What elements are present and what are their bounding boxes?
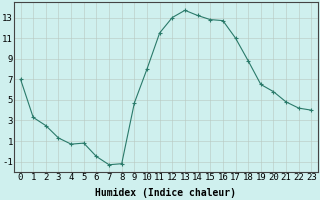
X-axis label: Humidex (Indice chaleur): Humidex (Indice chaleur) bbox=[95, 188, 236, 198]
